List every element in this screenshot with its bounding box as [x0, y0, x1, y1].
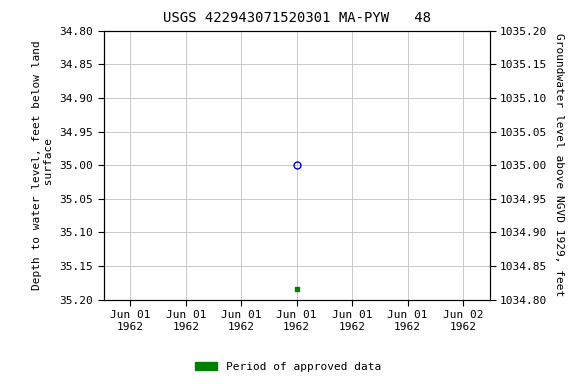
Y-axis label: Depth to water level, feet below land
 surface: Depth to water level, feet below land su…: [32, 40, 54, 290]
Title: USGS 422943071520301 MA-PYW   48: USGS 422943071520301 MA-PYW 48: [162, 12, 431, 25]
Y-axis label: Groundwater level above NGVD 1929, feet: Groundwater level above NGVD 1929, feet: [554, 33, 564, 297]
Legend: Period of approved data: Period of approved data: [191, 358, 385, 377]
